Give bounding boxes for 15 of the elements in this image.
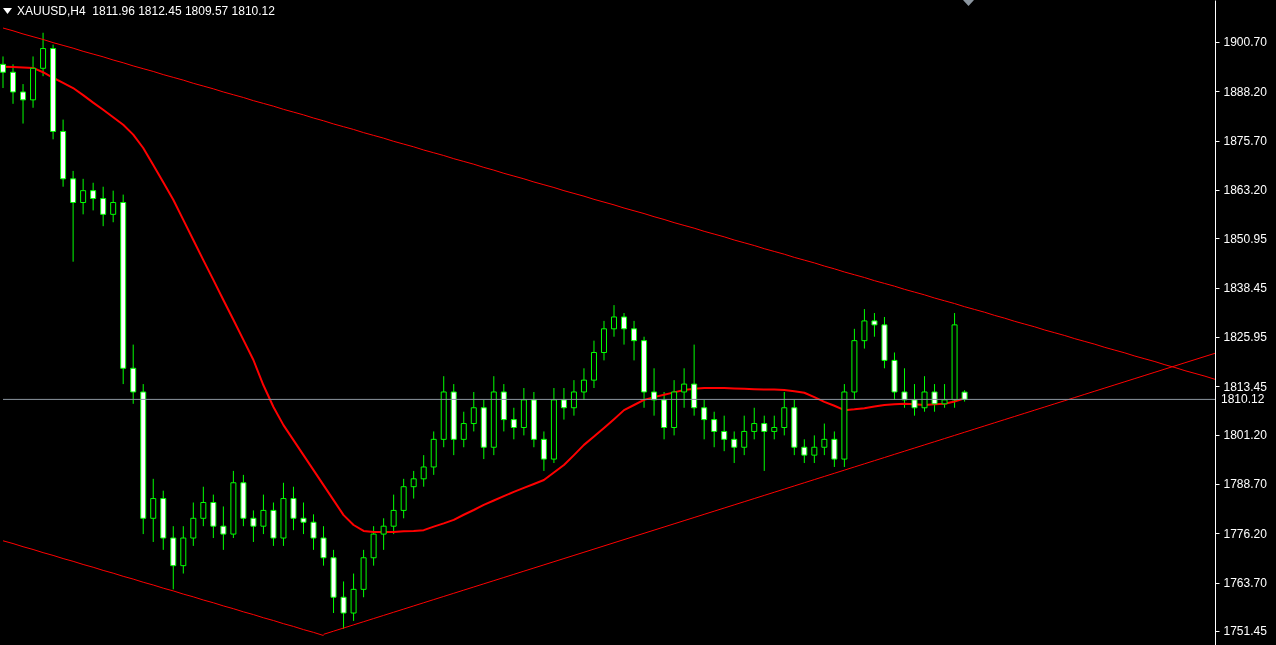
y-tick-label: 1801.20: [1223, 428, 1268, 443]
y-tick-label: 1888.20: [1223, 84, 1268, 99]
chart-title: XAUUSD,H4 1811.96 1812.45 1809.57 1810.12: [17, 4, 275, 18]
y-tick-label: 1838.45: [1223, 281, 1268, 296]
y-tick-label: 1863.20: [1223, 183, 1268, 198]
y-tick-label: 1900.70: [1223, 35, 1268, 50]
y-tick-label: 1763.70: [1223, 576, 1268, 591]
y-tick-label: 1813.45: [1223, 379, 1268, 394]
y-tick-label: 1788.70: [1223, 477, 1268, 492]
y-tick-label: 1850.95: [1223, 231, 1268, 246]
ref-line-label: 1810.12: [1221, 392, 1265, 407]
y-tick-label: 1776.20: [1223, 526, 1268, 541]
y-tick-label: 1751.45: [1223, 624, 1268, 639]
y-tick-label: 1875.70: [1223, 134, 1268, 149]
y-tick-label: 1825.95: [1223, 330, 1268, 345]
